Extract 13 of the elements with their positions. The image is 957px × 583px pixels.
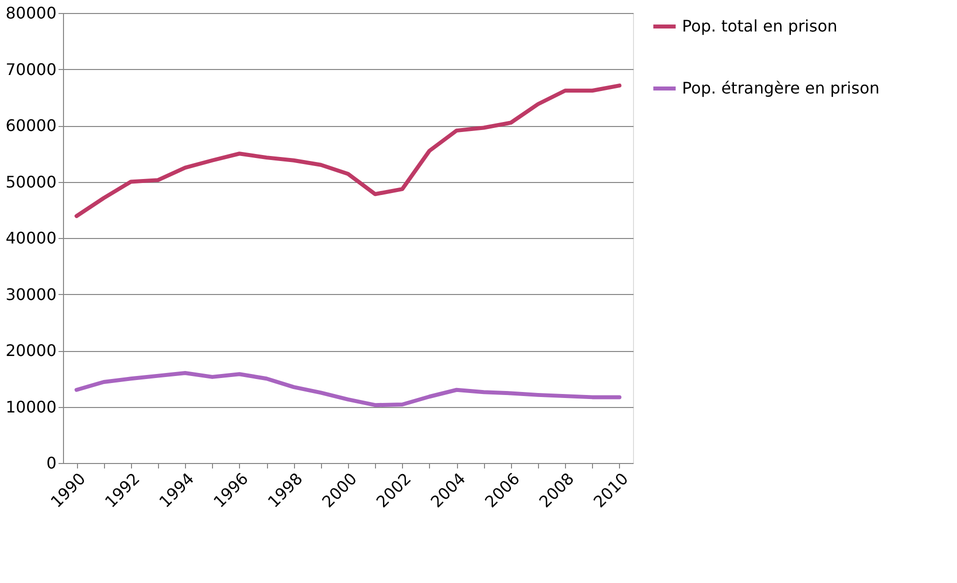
y-tick-label: 30000: [6, 284, 56, 304]
y-tick-label: 40000: [6, 228, 56, 248]
y-tick-label: 20000: [6, 341, 56, 360]
y-tick-label: 60000: [6, 116, 56, 135]
y-tick-label: 0: [46, 454, 56, 472]
y-tick-label: 50000: [6, 172, 56, 192]
legend-label: Pop. total en prison: [682, 16, 838, 36]
y-tick-label: 10000: [6, 397, 56, 416]
y-tick-label: 80000: [6, 4, 56, 22]
line-series: [74, 84, 622, 218]
legend-label: Pop. étrangère en prison: [682, 78, 880, 98]
line-series: [74, 371, 622, 408]
y-tick-label: 70000: [6, 60, 56, 79]
